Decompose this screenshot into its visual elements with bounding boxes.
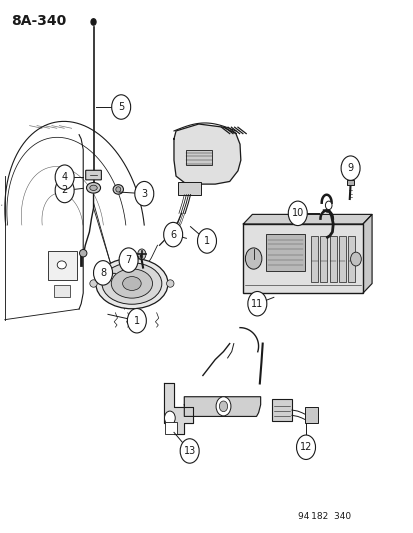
Ellipse shape xyxy=(79,249,87,257)
Polygon shape xyxy=(173,124,240,184)
Circle shape xyxy=(127,309,146,333)
FancyBboxPatch shape xyxy=(329,236,336,282)
Circle shape xyxy=(93,261,112,285)
Circle shape xyxy=(138,249,145,260)
FancyBboxPatch shape xyxy=(164,422,177,434)
Text: 5: 5 xyxy=(118,102,124,112)
FancyBboxPatch shape xyxy=(347,236,354,282)
Circle shape xyxy=(180,439,199,463)
Circle shape xyxy=(164,411,175,425)
FancyBboxPatch shape xyxy=(48,251,77,280)
Text: 9: 9 xyxy=(347,163,353,173)
Text: 94 182  340: 94 182 340 xyxy=(297,512,350,521)
Ellipse shape xyxy=(57,261,66,269)
FancyBboxPatch shape xyxy=(347,180,353,185)
Text: 7: 7 xyxy=(125,255,131,265)
Circle shape xyxy=(197,229,216,253)
Polygon shape xyxy=(243,214,371,224)
Circle shape xyxy=(245,248,261,269)
Circle shape xyxy=(247,292,266,316)
Text: 6: 6 xyxy=(170,230,176,240)
Circle shape xyxy=(119,248,138,272)
FancyBboxPatch shape xyxy=(311,236,318,282)
Text: 2: 2 xyxy=(62,185,68,196)
Polygon shape xyxy=(362,214,371,293)
Circle shape xyxy=(350,252,361,266)
Text: 1: 1 xyxy=(204,236,209,246)
Ellipse shape xyxy=(122,277,141,290)
FancyBboxPatch shape xyxy=(304,407,317,423)
Circle shape xyxy=(296,435,315,459)
Text: 3: 3 xyxy=(141,189,147,199)
Text: 10: 10 xyxy=(291,208,303,219)
Circle shape xyxy=(55,178,74,203)
FancyBboxPatch shape xyxy=(54,285,70,297)
FancyBboxPatch shape xyxy=(178,182,200,195)
FancyBboxPatch shape xyxy=(271,399,291,421)
Circle shape xyxy=(216,397,230,416)
FancyBboxPatch shape xyxy=(266,233,304,271)
FancyBboxPatch shape xyxy=(243,224,362,293)
FancyBboxPatch shape xyxy=(85,170,101,180)
Ellipse shape xyxy=(116,187,121,192)
FancyBboxPatch shape xyxy=(338,236,345,282)
Ellipse shape xyxy=(95,259,168,309)
Text: 8: 8 xyxy=(100,268,106,278)
Circle shape xyxy=(163,222,182,247)
Ellipse shape xyxy=(90,185,97,190)
Ellipse shape xyxy=(90,280,97,287)
Text: 12: 12 xyxy=(299,442,311,452)
Circle shape xyxy=(135,181,153,206)
Text: 1: 1 xyxy=(133,316,140,326)
Ellipse shape xyxy=(113,184,123,194)
Polygon shape xyxy=(184,397,260,416)
Text: 13: 13 xyxy=(183,446,195,456)
Ellipse shape xyxy=(86,182,100,193)
Circle shape xyxy=(325,201,331,209)
FancyBboxPatch shape xyxy=(320,236,327,282)
Polygon shape xyxy=(163,383,192,434)
Circle shape xyxy=(91,19,96,25)
Text: 11: 11 xyxy=(251,298,263,309)
Circle shape xyxy=(112,95,131,119)
Circle shape xyxy=(340,156,359,180)
Text: 4: 4 xyxy=(62,172,68,182)
Text: 8A-340: 8A-340 xyxy=(11,14,66,28)
Circle shape xyxy=(219,401,227,411)
Ellipse shape xyxy=(111,269,152,298)
Ellipse shape xyxy=(166,280,173,287)
Circle shape xyxy=(287,201,306,225)
Ellipse shape xyxy=(102,263,161,304)
Circle shape xyxy=(55,165,74,189)
FancyBboxPatch shape xyxy=(185,150,212,165)
